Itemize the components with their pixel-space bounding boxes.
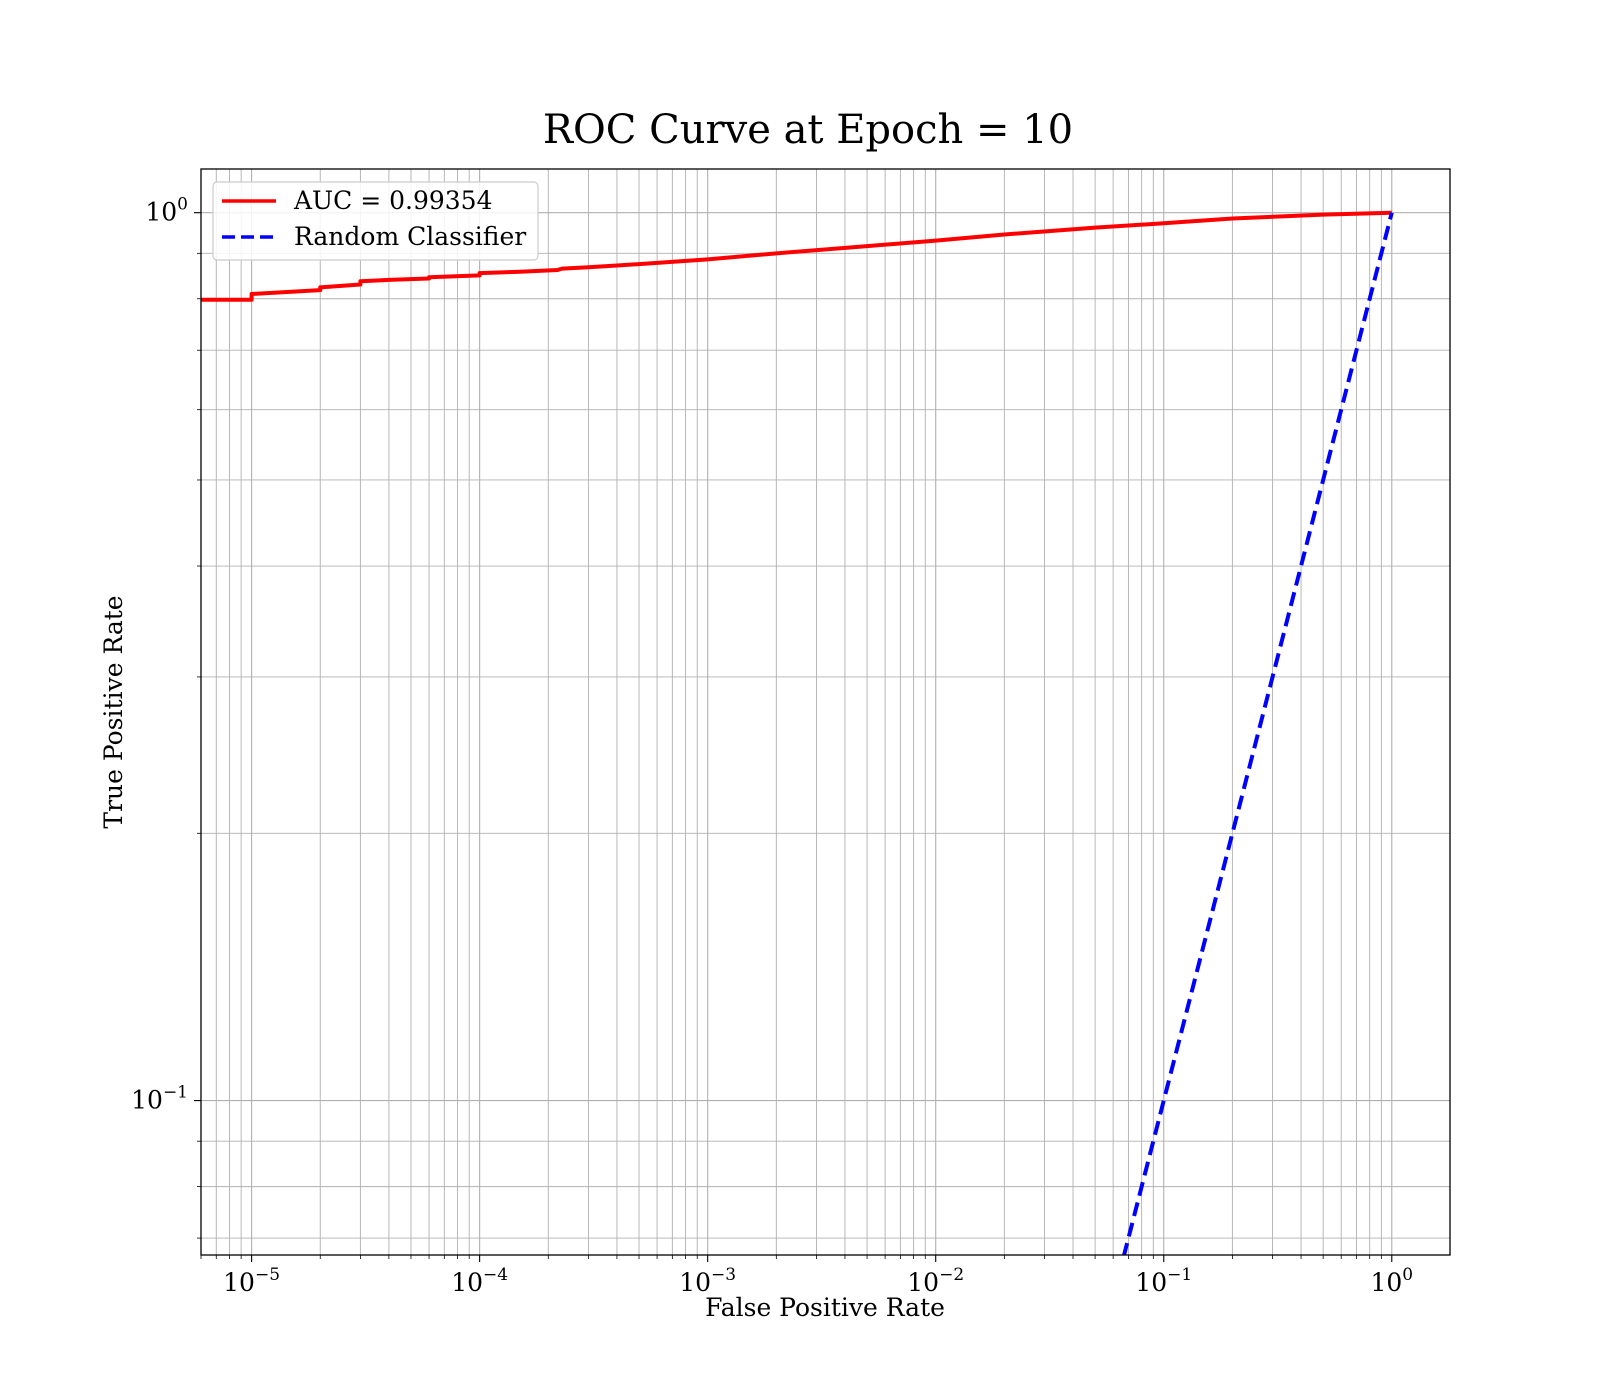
grid-lines [200,169,1450,1255]
legend: AUC = 0.99354 Random Classifier [212,181,539,261]
legend-label-auc: AUC = 0.99354 [293,186,492,215]
random-classifier-line [1122,212,1394,1255]
y-tick-label: 10−1 [131,1083,188,1115]
x-tick-label: 10−1 [1135,1265,1192,1297]
x-tick-label: 10−3 [679,1265,736,1297]
x-tick-label: 10−5 [223,1265,280,1297]
x-tick-label: 10−4 [451,1265,508,1297]
y-axis-label: True Positive Rate [99,595,128,828]
plot-frame [200,168,1451,1256]
legend-box [212,181,539,261]
y-tick-label: 100 [145,195,188,227]
tick-labels: 10−5 10−4 10−3 10−2 10−1 100 10−1 100 [131,195,1413,1297]
x-tick-label: 100 [1370,1265,1413,1297]
roc-curve-line [201,210,1392,302]
legend-label-random: Random Classifier [294,222,526,251]
chart-title: ROC Curve at Epoch = 10 [543,107,1073,153]
x-axis-label: False Positive Rate [705,1293,945,1322]
series-layer [201,210,1394,1255]
x-tick-label: 10−2 [907,1265,964,1297]
axis-ticks [194,212,1393,1262]
